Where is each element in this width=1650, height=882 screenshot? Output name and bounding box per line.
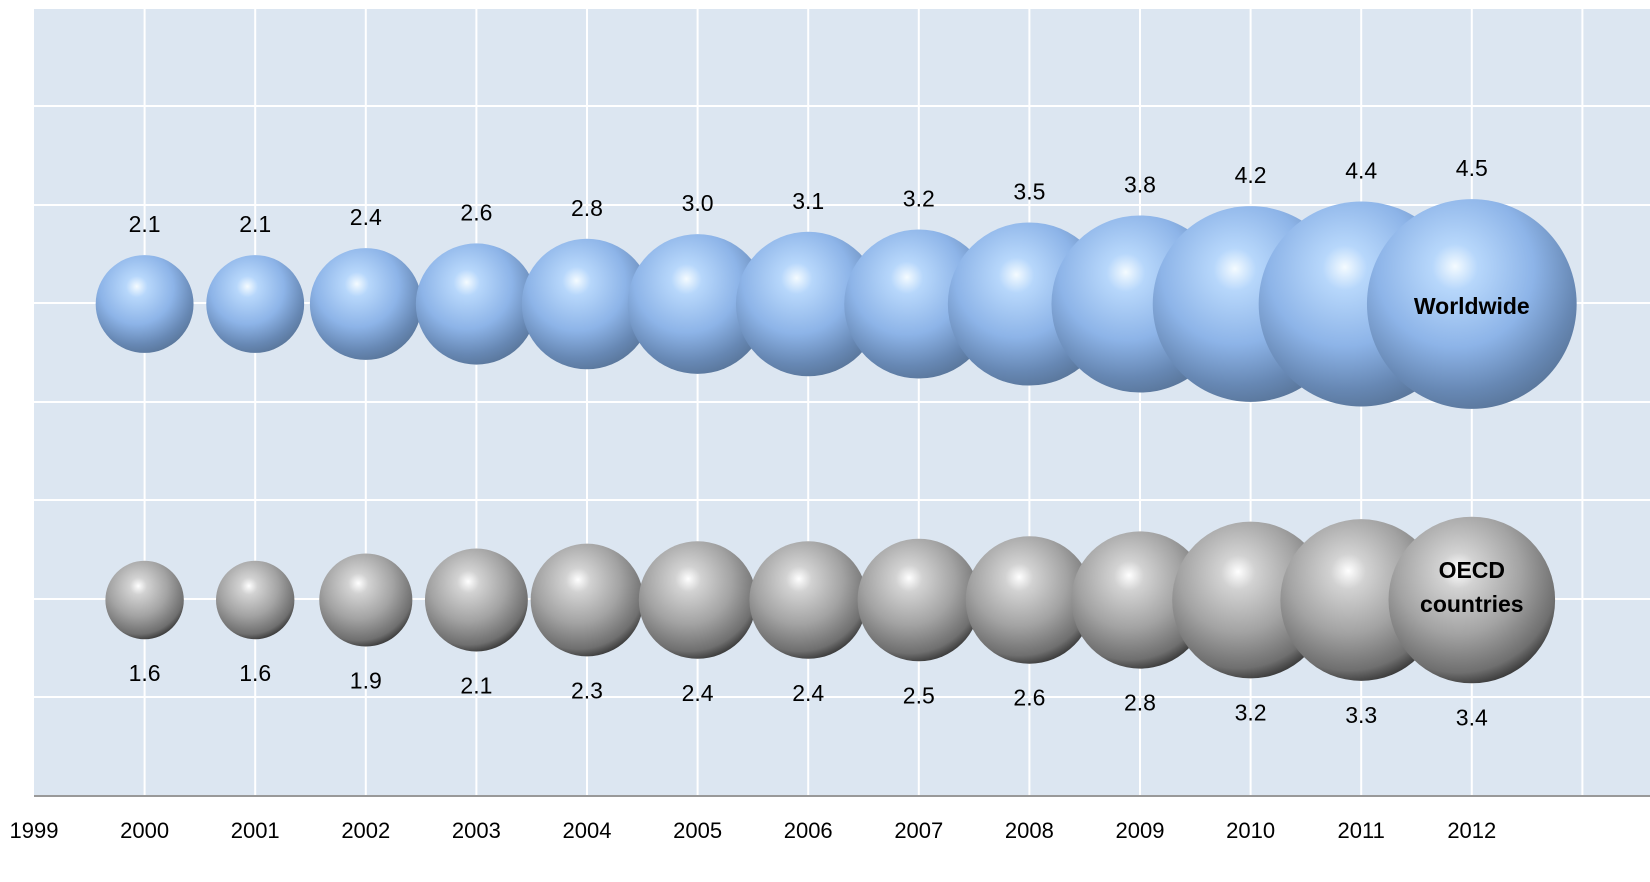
x-tick-label-2001: 2001 [231,818,280,843]
data-label-oecd-countries-2005: 2.4 [682,680,714,706]
x-tick-label-2002: 2002 [341,818,390,843]
x-tick-label-2005: 2005 [673,818,722,843]
data-label-oecd-countries-2002: 1.9 [350,668,382,694]
bubble-oecd-countries-2007 [857,538,981,662]
data-label-worldwide-2009: 3.8 [1124,171,1156,197]
data-label-oecd-countries-2004: 2.3 [571,677,603,703]
data-label-oecd-countries-2009: 2.8 [1124,690,1156,716]
data-label-worldwide-2005: 3.0 [682,190,714,216]
data-label-worldwide-2012: 4.5 [1456,155,1488,181]
bubble-oecd-countries-2000 [105,560,184,640]
bubble-oecd-countries-2003 [424,548,528,652]
data-label-oecd-countries-2006: 2.4 [792,680,824,706]
x-tick-label-1999: 1999 [10,818,59,843]
series-label-oecd-countries: OECD countries [1420,557,1524,617]
data-label-worldwide-2004: 2.8 [571,195,603,221]
bubble-worldwide-2004 [521,238,653,370]
bubble-worldwide-2006 [735,231,881,377]
bubble-oecd-countries-2001 [216,560,295,640]
bubble-oecd-countries-2006 [749,541,867,659]
bubble-oecd-countries-2004 [530,543,644,657]
bubble-oecd-countries-2008 [965,536,1094,664]
data-label-worldwide-2007: 3.2 [903,185,935,211]
data-label-worldwide-2008: 3.5 [1013,178,1045,204]
data-label-worldwide-2003: 2.6 [460,199,492,225]
bubble-oecd-countries-2010 [1172,521,1329,679]
data-label-oecd-countries-2011: 3.3 [1345,702,1377,728]
bubble-worldwide-2000 [95,255,194,353]
x-tick-label-2006: 2006 [784,818,833,843]
x-tick-label-2009: 2009 [1116,818,1165,843]
bubbles [95,199,1577,684]
data-label-worldwide-2011: 4.4 [1345,157,1377,183]
bubble-worldwide-2005 [627,234,768,374]
data-label-oecd-countries-2010: 3.2 [1235,699,1267,725]
x-tick-label-2011: 2011 [1338,818,1385,843]
bubble-worldwide-2001 [206,255,305,353]
x-tick-label-2010: 2010 [1226,818,1275,843]
data-label-worldwide-2001: 2.1 [239,211,271,237]
bubble-worldwide-2003 [415,243,537,365]
data-labels: 2.1 2.1 2.4 2.6 2.8 3.0 3.1 3.2 3.5 3.8 4.2 4.4 4.5 1… [129,155,1530,730]
x-tick-label-2000: 2000 [120,818,169,843]
x-tick-label-2012: 2012 [1447,818,1496,843]
data-label-oecd-countries-2012: 3.4 [1456,704,1488,730]
data-label-oecd-countries-2001: 1.6 [239,660,271,686]
x-tick-label-2007: 2007 [894,818,943,843]
x-tick-label-2003: 2003 [452,818,501,843]
x-tick-label-2008: 2008 [1005,818,1054,843]
series-label-worldwide: Worldwide [1414,293,1530,319]
data-label-oecd-countries-2008: 2.6 [1013,685,1045,711]
bubble-oecd-countries-2009 [1071,531,1209,669]
data-label-oecd-countries-2003: 2.1 [460,672,492,698]
bubble-worldwide-2012 [1366,199,1577,409]
x-tick-labels: 1999 2000 2001 2002 2003 2004 2005 2006 2007 2008… [10,818,1497,843]
data-label-worldwide-2002: 2.4 [350,204,382,230]
bubble-oecd-countries-2012 [1388,516,1556,684]
data-label-worldwide-2000: 2.1 [129,211,161,237]
data-label-oecd-countries-2007: 2.5 [903,682,935,708]
bubble-oecd-countries-2005 [638,541,757,659]
data-label-worldwide-2006: 3.1 [792,188,824,214]
x-tick-label-2004: 2004 [563,818,612,843]
data-label-oecd-countries-2000: 1.6 [129,660,161,686]
bubble-worldwide-2002 [309,248,422,360]
data-label-worldwide-2010: 4.2 [1235,162,1267,188]
bubble-worldwide-2007 [844,229,994,379]
bubble-oecd-countries-2002 [319,553,413,647]
